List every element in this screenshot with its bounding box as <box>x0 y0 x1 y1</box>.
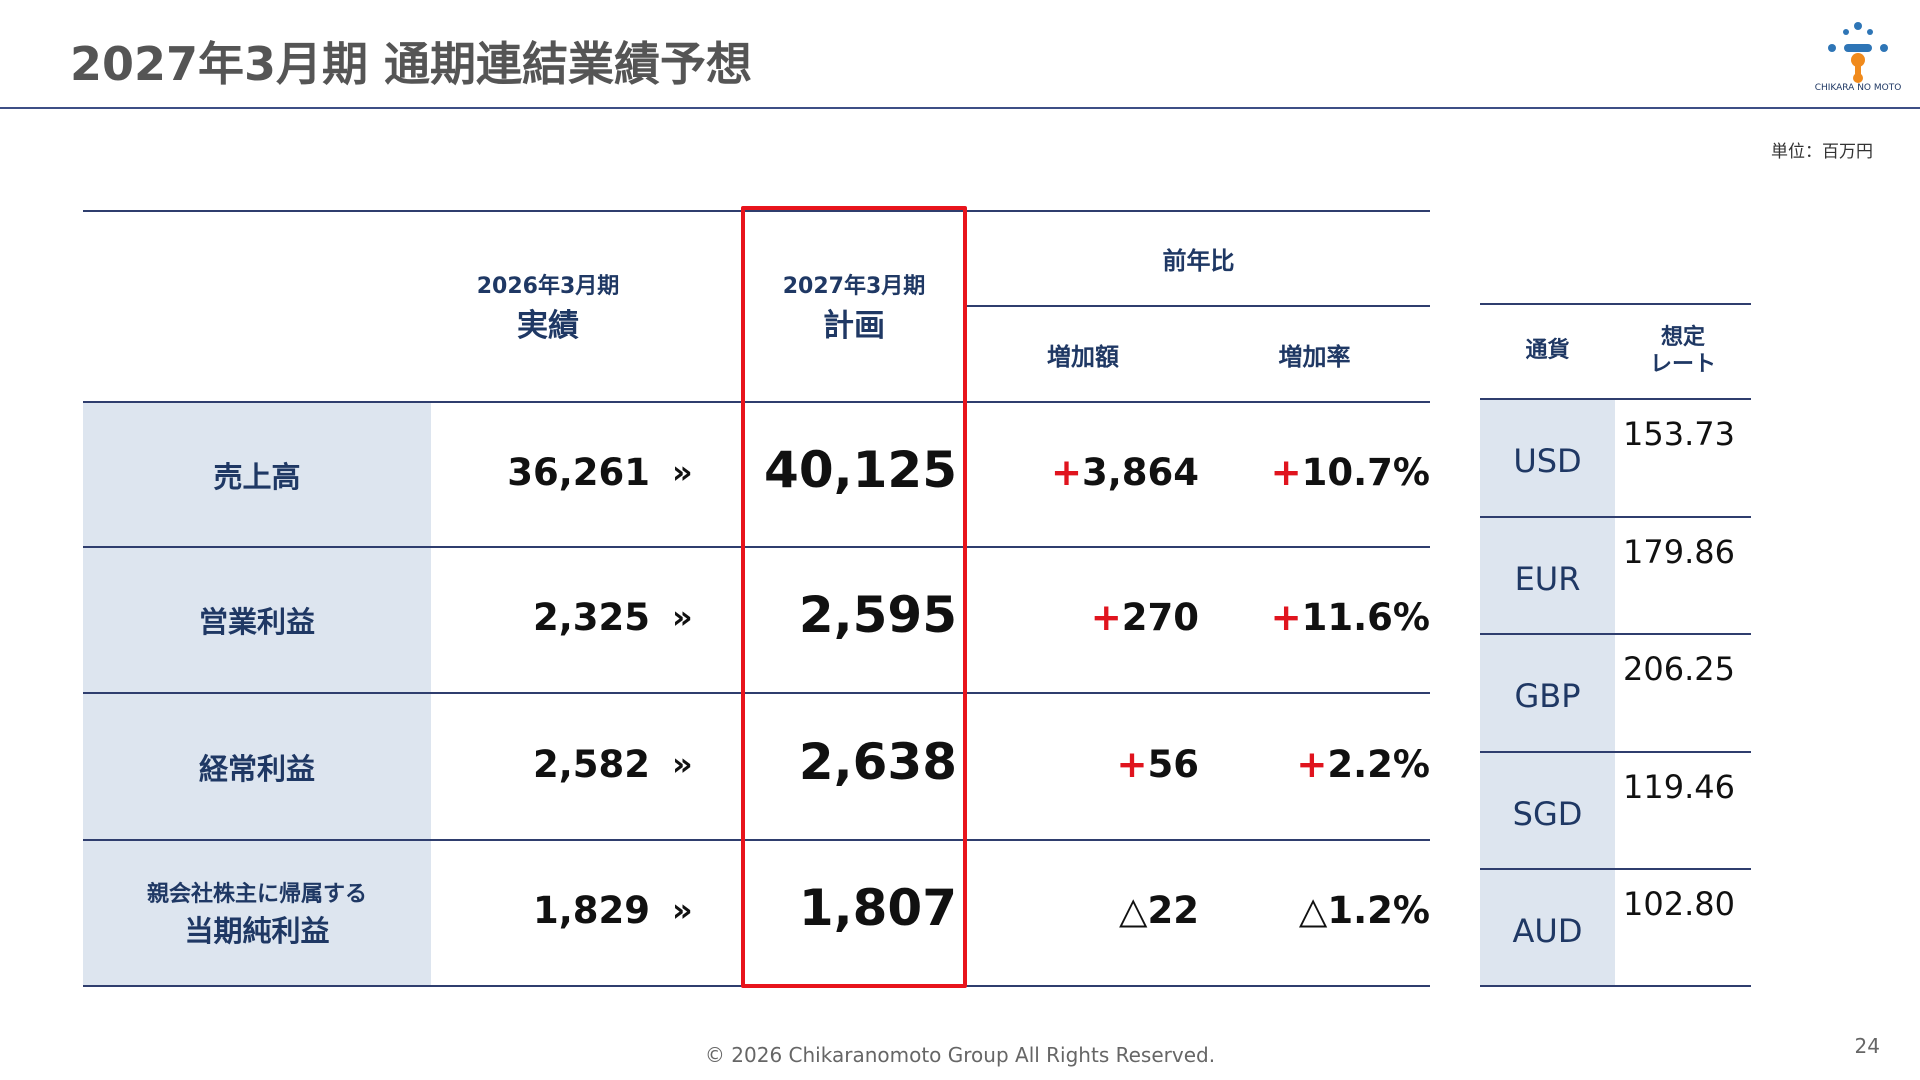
actual-value: 1,829 <box>532 889 650 932</box>
copyright: © 2026 Chikaranomoto Group All Rights Re… <box>704 1043 1216 1067</box>
row-label: 営業利益 <box>83 548 431 692</box>
table-rule <box>1480 751 1751 753</box>
table-rule <box>1480 633 1751 635</box>
row-label-line: 経常利益 <box>198 751 315 786</box>
row-label: 親会社株主に帰属する当期純利益 <box>83 841 431 985</box>
currency-rate: 179.86 <box>1623 533 1735 571</box>
increase-value: △22 <box>1119 889 1199 932</box>
row-label-line: 営業利益 <box>198 605 315 639</box>
header-line-2: 計画 <box>823 308 885 344</box>
logo: CHIKARA NO MOTO <box>1815 22 1902 93</box>
amount: 22 <box>1147 889 1200 932</box>
arrow: » <box>672 452 693 491</box>
amount: 270 <box>1121 596 1199 639</box>
arrow: » <box>672 598 693 636</box>
arrow: » <box>672 891 693 929</box>
row-label-line: 売上高 <box>213 459 301 494</box>
header-line: レート <box>1649 351 1716 377</box>
amount: 2.2% <box>1327 742 1430 786</box>
sign: △ <box>1298 889 1328 932</box>
plan-value: 40,125 <box>764 440 957 499</box>
currency-rate: 119.46 <box>1623 768 1735 806</box>
plan-value: 2,595 <box>798 586 957 644</box>
currency-code: AUD <box>1480 870 1615 985</box>
header-line-1: 2026年3月期 <box>476 274 620 299</box>
plan-value: 2,638 <box>798 732 957 791</box>
increase-value: +3,864 <box>1051 451 1199 494</box>
column-header: 2027年3月期計画 <box>741 211 967 402</box>
row-label: 売上高 <box>83 403 431 546</box>
amount: 10.7% <box>1301 450 1430 494</box>
rate-value: +10.7% <box>1271 451 1430 494</box>
table-rule <box>1480 398 1751 400</box>
plan-value: 1,807 <box>798 879 957 937</box>
actual-value: 2,325 <box>532 596 650 639</box>
row-label: 経常利益 <box>83 694 431 839</box>
currency-code: SGD <box>1480 753 1615 868</box>
column-header: 増加率 <box>1278 342 1351 371</box>
table-rule <box>1480 303 1751 305</box>
table-rule <box>83 546 1430 548</box>
row-label-line: 親会社株主に帰属する <box>146 882 367 907</box>
currency-code: EUR <box>1480 518 1615 633</box>
currency-rate: 102.80 <box>1623 885 1735 923</box>
amount: 11.6% <box>1301 596 1430 639</box>
sign: △ <box>1119 889 1148 932</box>
logo-text: CHIKARA NO MOTO <box>1815 83 1902 93</box>
table-rule <box>83 839 1430 841</box>
slide-title: 2027年3月期 通期連結業績予想 <box>70 37 753 91</box>
currency-rate: 153.73 <box>1623 415 1735 453</box>
rate-value: +2.2% <box>1296 743 1430 786</box>
currency-header: 通貨 <box>1480 304 1615 399</box>
arrow: » <box>672 744 693 783</box>
table-rule <box>83 401 1430 403</box>
unit-note: 単位：百万円 <box>1771 142 1873 162</box>
row-label-line: 当期純利益 <box>184 914 330 948</box>
table-rule <box>83 692 1430 694</box>
plan-highlight <box>741 206 967 988</box>
actual-value: 36,261 <box>507 450 650 494</box>
header-line: 想定 <box>1660 325 1705 351</box>
table-rule <box>1480 516 1751 518</box>
sign: + <box>1090 596 1122 639</box>
sign: + <box>1270 450 1302 494</box>
header-line-2: 実績 <box>517 308 579 344</box>
amount: 3,864 <box>1081 450 1199 494</box>
column-header: 2026年3月期実績 <box>431 211 665 402</box>
actual-value: 2,582 <box>532 742 650 786</box>
table-rule <box>1480 985 1751 987</box>
rate-value: +11.6% <box>1271 596 1430 639</box>
header-rule <box>0 107 1920 109</box>
header-line-1: 2027年3月期 <box>782 274 926 299</box>
column-header: 前年比 <box>1162 247 1235 275</box>
amount: 56 <box>1147 742 1200 786</box>
table-rule <box>967 305 1430 307</box>
amount: 1.2% <box>1327 889 1430 932</box>
table-rule <box>83 210 1430 212</box>
column-header: 増加額 <box>1047 342 1119 371</box>
currency-code: USD <box>1480 400 1615 516</box>
sign: + <box>1116 742 1148 786</box>
sign: + <box>1296 742 1328 786</box>
increase-value: +270 <box>1091 596 1199 639</box>
sign: + <box>1050 450 1082 494</box>
page-number: 24 <box>1854 1034 1880 1058</box>
currency-code: GBP <box>1480 635 1615 751</box>
increase-value: +56 <box>1116 743 1199 786</box>
sign: + <box>1270 596 1302 639</box>
header-line: 通貨 <box>1525 338 1570 364</box>
rate-value: △1.2% <box>1299 889 1430 932</box>
currency-rate: 206.25 <box>1623 650 1735 688</box>
table-rule <box>1480 868 1751 870</box>
currency-header: 想定 レート <box>1615 304 1751 399</box>
